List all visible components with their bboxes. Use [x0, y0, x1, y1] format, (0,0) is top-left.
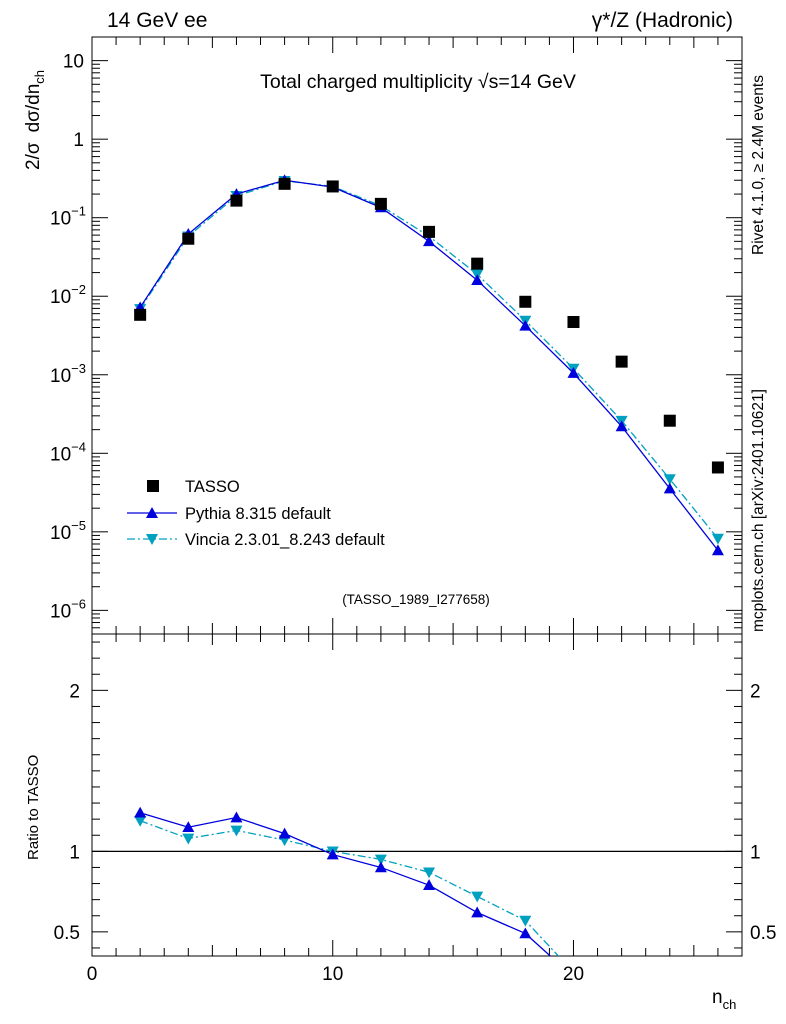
legend-marker-tasso — [147, 480, 159, 492]
main-tasso-point — [134, 308, 147, 321]
ratio-vincia-point — [374, 854, 387, 866]
legend-marker-pythia — [146, 507, 158, 518]
main-y-tick-label: 10−5 — [50, 518, 86, 544]
ratio-panel: 0.5 0.5 1 1 2 2 0 10 20 Ratio to TASSO nch — [25, 633, 777, 1012]
ratio-vincia-point — [423, 867, 436, 879]
ratio-y-tick-label-right: 0.5 — [750, 923, 776, 944]
main-pythia-point — [471, 274, 484, 286]
main-tasso-point — [230, 194, 243, 207]
main-tasso-point — [374, 197, 387, 210]
ratio-y-axis-label: Ratio to TASSO — [25, 755, 42, 860]
ratio-y-tick-label-right: 2 — [750, 681, 761, 702]
main-panel: 10−6 10−5 10−4 10−3 10−2 10−1 1 10 Total charge… — [23, 36, 743, 635]
x-axis-label-main: n — [712, 987, 723, 1008]
ratio-vincia-point — [471, 891, 484, 903]
x-axis-label: nch — [712, 987, 736, 1012]
y-axis-label-subscript: ch — [32, 70, 47, 84]
ratio-vincia-point — [182, 833, 195, 845]
ratio-panel-ticks — [91, 634, 743, 956]
analysis-id-label: (TASSO_1989_I277658) — [342, 592, 490, 607]
ratio-y-tick-label-left: 1 — [69, 842, 80, 863]
main-vincia-point — [711, 533, 724, 545]
x-tick-label: 20 — [563, 964, 584, 985]
x-axis-label-subscript: ch — [723, 997, 737, 1012]
x-tick-label: 10 — [322, 964, 343, 985]
main-data-layer — [134, 174, 724, 556]
mcplots-label: mcplots.cern.ch [arXiv:2401.10621] — [750, 389, 767, 632]
main-tasso-point — [278, 177, 291, 190]
legend: TASSO Pythia 8.315 default Vincia 2.3.01… — [127, 478, 385, 549]
main-y-tick-label: 10−6 — [50, 596, 86, 622]
ratio-pythia-line — [139, 812, 552, 956]
y-axis-label-norm: 2/σ — [23, 142, 44, 170]
main-pythia-point — [615, 420, 628, 432]
y-axis-label-dsigma: dσ/dn — [23, 84, 44, 133]
ratio-y-tick-label-right: 1 — [750, 842, 761, 863]
ratio-vincia-point — [230, 825, 243, 837]
ratio-data-layer — [134, 806, 560, 956]
ratio-y-tick-label-left: 0.5 — [54, 923, 80, 944]
main-pythia-point — [711, 544, 724, 556]
main-tasso-point — [519, 295, 532, 308]
ratio-panel-frame — [91, 633, 743, 957]
x-tick-labels: 0 10 20 — [87, 964, 584, 985]
main-y-tick-label: 1 — [73, 130, 84, 151]
ratio-pythia-point — [134, 806, 147, 818]
ratio-pythia-point — [182, 821, 195, 832]
legend-marker-vincia — [146, 534, 158, 545]
ratio-vincia-point — [519, 915, 532, 927]
main-tasso-point — [326, 180, 339, 193]
ratio-y-tick-labels: 0.5 0.5 1 1 2 2 — [54, 681, 777, 944]
main-y-tick-labels: 10−6 10−5 10−4 10−3 10−2 10−1 1 10 — [50, 52, 86, 623]
main-pythia-point — [663, 482, 676, 494]
main-tasso-point — [423, 225, 436, 238]
main-panel-ticks — [91, 36, 743, 635]
x-tick-label: 0 — [87, 964, 98, 985]
main-tasso-point — [711, 461, 724, 474]
ratio-pythia-point — [278, 827, 291, 839]
process-label: γ*/Z (Hadronic) — [592, 9, 733, 32]
main-y-tick-label: 10−2 — [50, 282, 86, 308]
ratio-pythia-point — [374, 861, 387, 873]
main-y-tick-label: 10−4 — [50, 439, 86, 465]
rivet-version-label: Rivet 4.1.0, ≥ 2.4M events — [750, 75, 767, 255]
ratio-pythia-point — [326, 848, 339, 860]
main-y-tick-label: 10−1 — [50, 204, 86, 230]
legend-label-tasso: TASSO — [185, 478, 240, 496]
main-vincia-point — [663, 474, 676, 486]
ratio-pythia-point — [230, 811, 243, 823]
chart-title: Total charged multiplicity √s=14 GeV — [260, 71, 576, 93]
ratio-vincia-line — [139, 820, 560, 956]
main-y-axis-label: 2/σ dσ/dnch — [23, 70, 47, 170]
main-tasso-point — [567, 315, 580, 328]
legend-label-vincia: Vincia 2.3.01_8.243 default — [185, 531, 385, 549]
ratio-pythia-point — [423, 879, 436, 890]
legend-label-pythia: Pythia 8.315 default — [185, 505, 331, 523]
main-tasso-point — [182, 232, 195, 245]
energy-label: 14 GeV ee — [107, 9, 207, 32]
main-tasso-point — [615, 355, 628, 368]
main-y-tick-label: 10−3 — [50, 361, 86, 387]
main-tasso-point — [663, 414, 676, 427]
ratio-y-tick-label-left: 2 — [69, 681, 80, 702]
main-tasso-point — [471, 257, 484, 270]
main-y-tick-label: 10 — [63, 52, 84, 73]
main-pythia-point — [567, 367, 580, 378]
main-pythia-point — [519, 319, 532, 331]
ratio-pythia-point — [519, 927, 532, 939]
main-pythia-point — [423, 235, 436, 247]
ratio-vincia-point — [134, 815, 147, 827]
ratio-pythia-point — [471, 906, 484, 918]
